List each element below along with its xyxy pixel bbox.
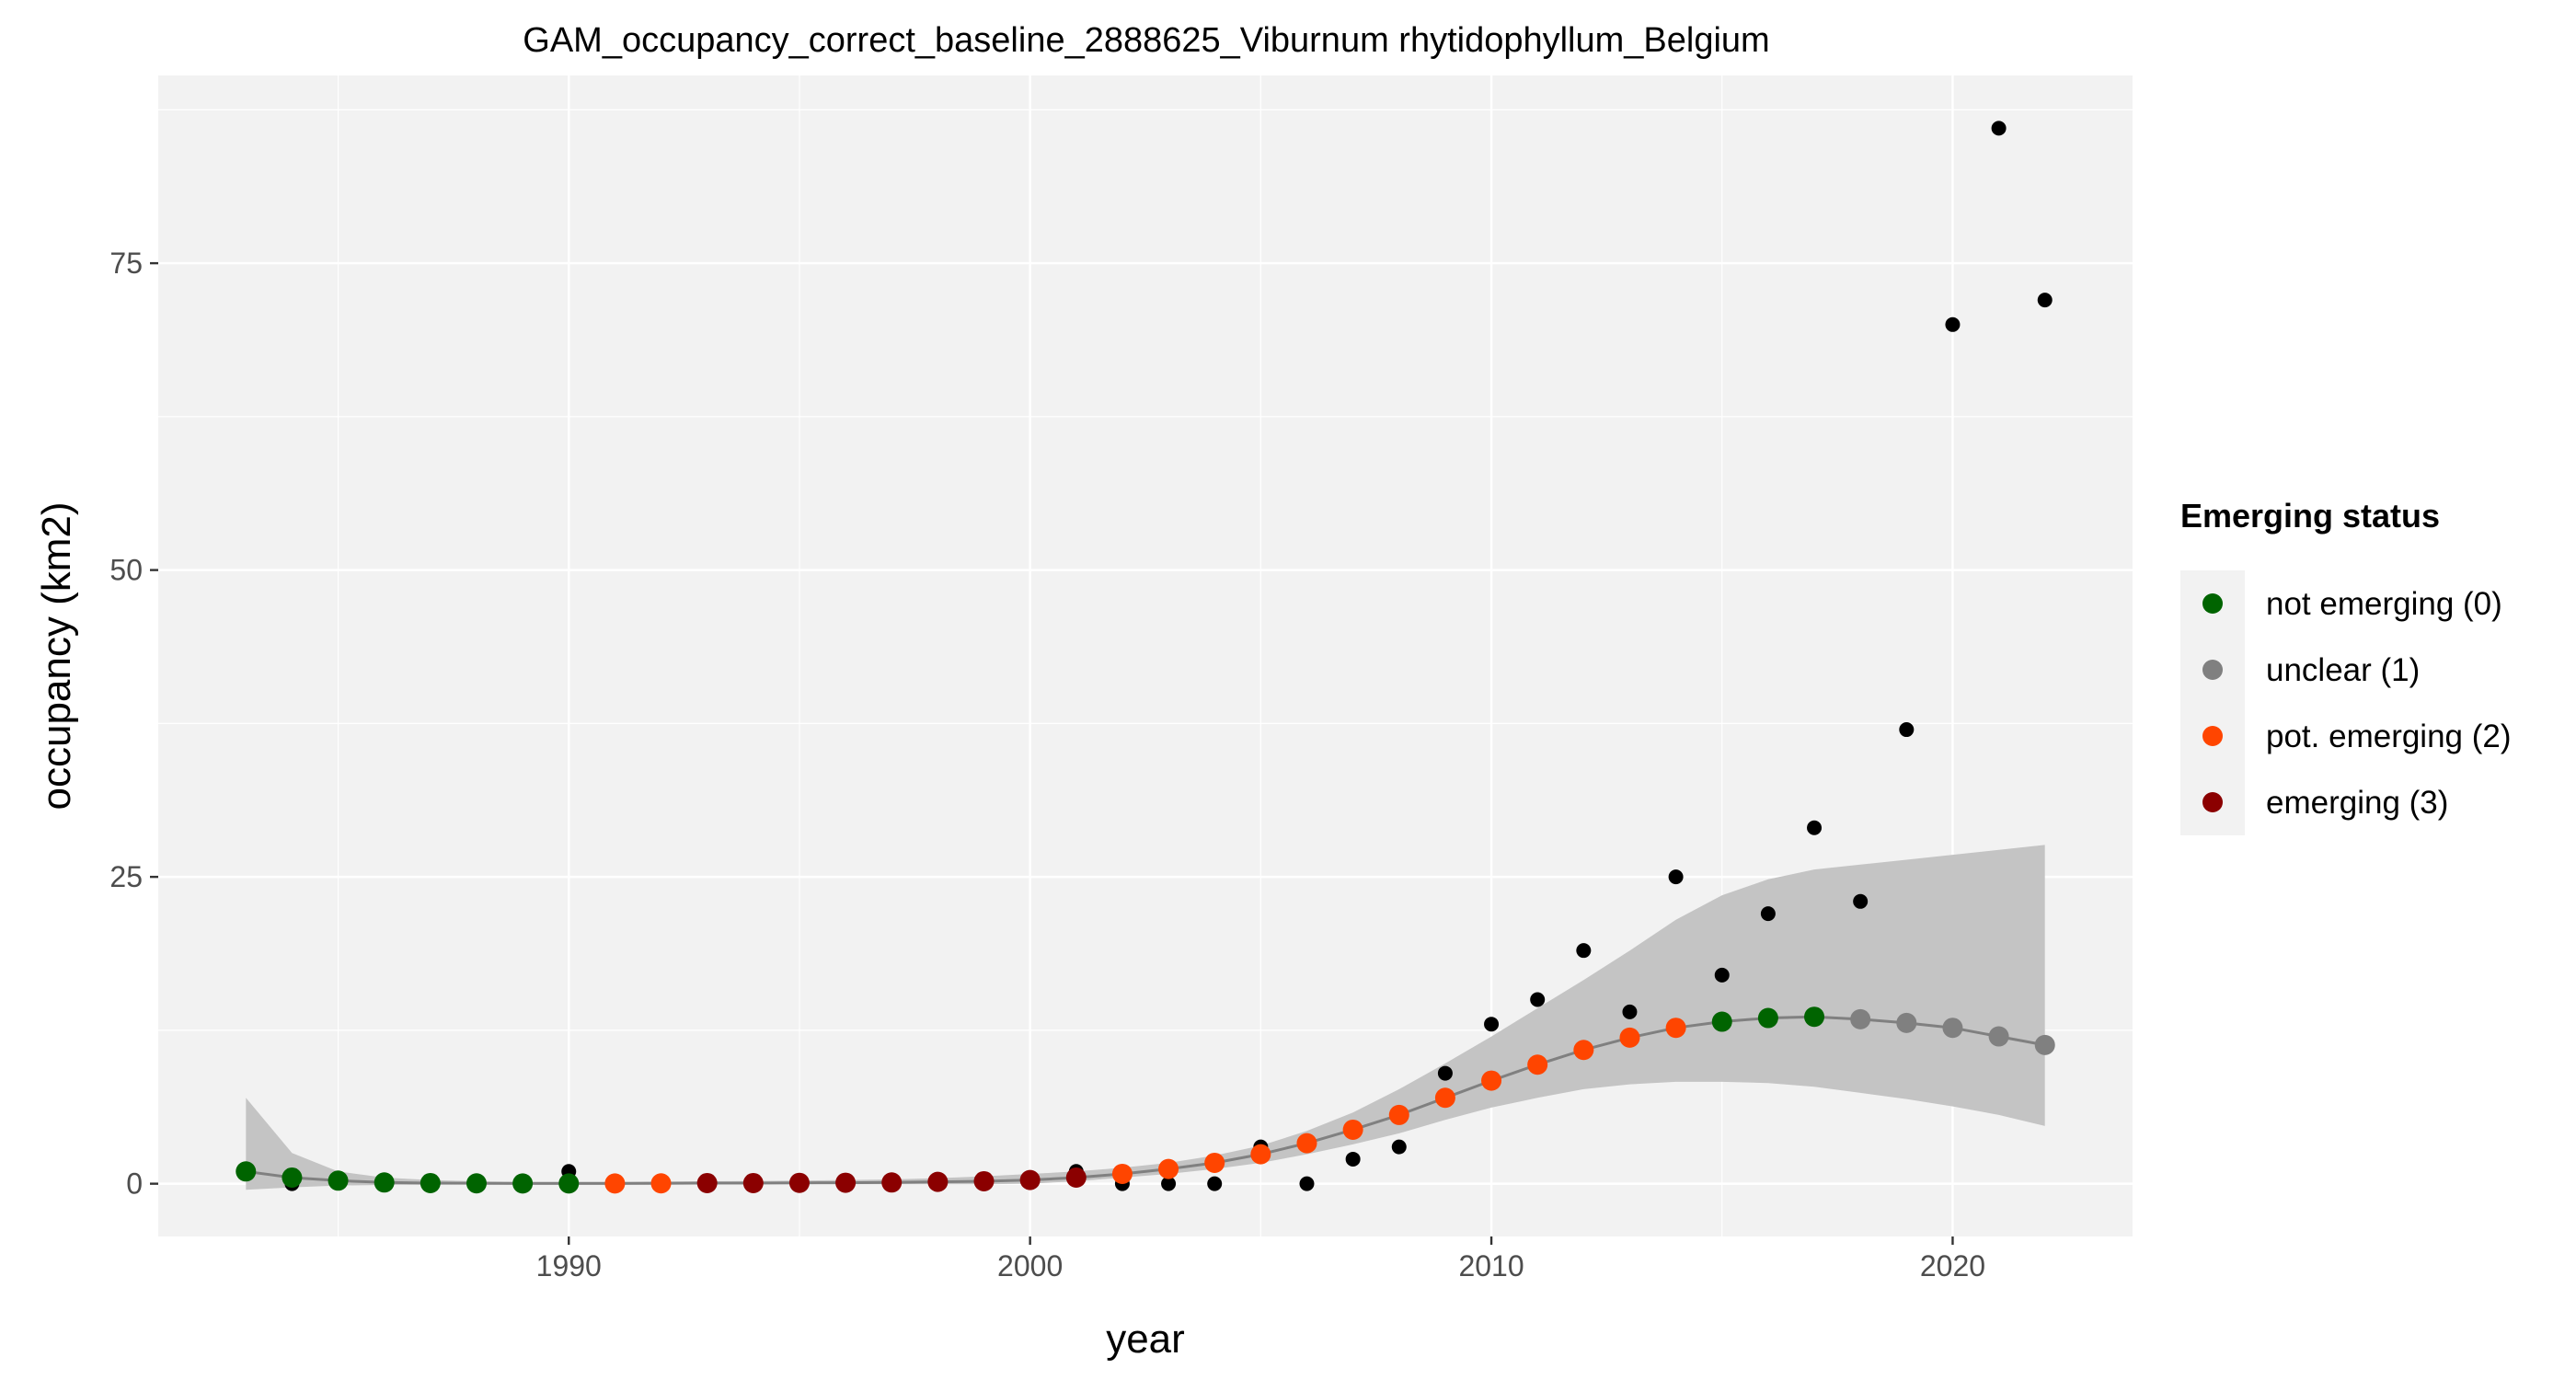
- fitted-point: [420, 1172, 441, 1193]
- observed-point: [1899, 722, 1915, 738]
- x-tick-label: 1990: [536, 1249, 602, 1282]
- fitted-point: [236, 1161, 257, 1182]
- y-tick-label: 75: [109, 247, 143, 280]
- y-axis: 0 25 50 75: [109, 247, 158, 1201]
- fitted-point: [881, 1172, 903, 1193]
- observed-point: [1714, 967, 1730, 983]
- fitted-point: [374, 1172, 395, 1193]
- fitted-point: [1665, 1018, 1686, 1039]
- observed-point: [1945, 316, 1961, 332]
- observed-point: [2037, 293, 2053, 308]
- confidence-ribbon: [246, 845, 2045, 1190]
- legend-label: not emerging (0): [2266, 586, 2502, 622]
- fitted-point: [1942, 1018, 1963, 1039]
- x-axis-title: year: [1106, 1317, 1185, 1362]
- fitted-point: [1757, 1007, 1778, 1029]
- observed-point: [1991, 121, 2007, 136]
- fitted-point: [788, 1172, 810, 1193]
- observed-point: [1484, 1017, 1500, 1032]
- fitted-point: [1434, 1087, 1455, 1109]
- fitted-point: [1896, 1012, 1917, 1033]
- x-tick-label: 2000: [997, 1249, 1063, 1282]
- legend-entries: not emerging (0) unclear (1) pot. emerging…: [2180, 570, 2512, 835]
- legend-swatch: [2202, 660, 2223, 680]
- legend-swatch: [2202, 792, 2223, 812]
- fitted-point: [1711, 1011, 1732, 1032]
- observed-point: [1345, 1151, 1361, 1167]
- fitted-point: [650, 1173, 672, 1194]
- observed-point: [1299, 1176, 1315, 1191]
- x-tick-label: 2010: [1458, 1249, 1524, 1282]
- legend-key-background: [2180, 570, 2245, 835]
- y-axis-title: occupancy (km2): [34, 501, 79, 810]
- x-tick-label: 2020: [1920, 1249, 1985, 1282]
- fitted-point: [1019, 1169, 1041, 1190]
- fitted-point: [604, 1173, 626, 1194]
- fitted-point: [328, 1170, 349, 1191]
- legend-swatch: [2202, 593, 2223, 614]
- fitted-point: [558, 1173, 580, 1194]
- observed-point: [1622, 1004, 1638, 1019]
- observed-point: [1668, 869, 1684, 885]
- minor-gridlines: [158, 75, 2133, 1236]
- gam-fit-line: [246, 1015, 2045, 1185]
- fitted-point: [512, 1173, 534, 1194]
- y-tick-label: 0: [126, 1167, 143, 1201]
- fitted-point: [1481, 1070, 1502, 1091]
- fitted-point: [1619, 1027, 1640, 1048]
- fitted-status-points: [236, 1006, 2055, 1194]
- fitted-point: [1342, 1119, 1363, 1140]
- fitted-point: [835, 1172, 857, 1193]
- fitted-point: [2034, 1034, 2055, 1055]
- fitted-point: [1065, 1167, 1087, 1188]
- fitted-point: [1804, 1006, 1825, 1028]
- observed-point: [1207, 1176, 1223, 1191]
- fitted-point: [1158, 1158, 1179, 1179]
- fitted-point: [927, 1171, 949, 1192]
- observed-point: [1576, 943, 1592, 959]
- fitted-point: [973, 1170, 995, 1191]
- legend-title: Emerging status: [2180, 497, 2440, 535]
- fitted-point: [1250, 1144, 1271, 1165]
- legend-label: unclear (1): [2266, 652, 2420, 688]
- fitted-point: [742, 1172, 764, 1193]
- fitted-point: [696, 1172, 718, 1193]
- chart-title: GAM_occupancy_correct_baseline_2888625_V…: [523, 21, 1769, 60]
- fitted-point: [466, 1173, 487, 1194]
- observed-points: [284, 121, 2053, 1191]
- legend-label: pot. emerging (2): [2266, 719, 2512, 754]
- fitted-point: [1111, 1163, 1133, 1184]
- fitted-point: [1296, 1133, 1317, 1154]
- observed-point: [1437, 1065, 1453, 1081]
- observed-point: [1161, 1176, 1177, 1191]
- fitted-point: [1573, 1040, 1594, 1061]
- fitted-point: [1850, 1008, 1871, 1029]
- observed-point: [1760, 906, 1776, 922]
- y-tick-label: 25: [109, 860, 143, 893]
- observed-point: [1391, 1139, 1407, 1155]
- x-axis: 1990 2000 2010 2020: [536, 1236, 1985, 1282]
- legend-swatch: [2202, 726, 2223, 746]
- fitted-point: [1388, 1104, 1409, 1125]
- observed-point: [1530, 992, 1546, 1007]
- legend-label: emerging (3): [2266, 785, 2448, 821]
- observed-point: [1853, 893, 1869, 909]
- fitted-point: [1988, 1026, 2009, 1047]
- fitted-point: [1527, 1054, 1548, 1075]
- observed-point: [1807, 820, 1823, 835]
- fitted-point: [282, 1167, 303, 1188]
- legend: Emerging status not emerging (0) unclear …: [2180, 497, 2512, 835]
- y-tick-label: 50: [109, 554, 143, 587]
- fitted-point: [1204, 1152, 1225, 1173]
